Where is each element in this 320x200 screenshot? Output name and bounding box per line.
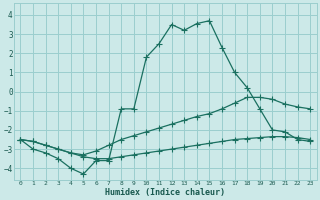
X-axis label: Humidex (Indice chaleur): Humidex (Indice chaleur) [105,188,225,197]
